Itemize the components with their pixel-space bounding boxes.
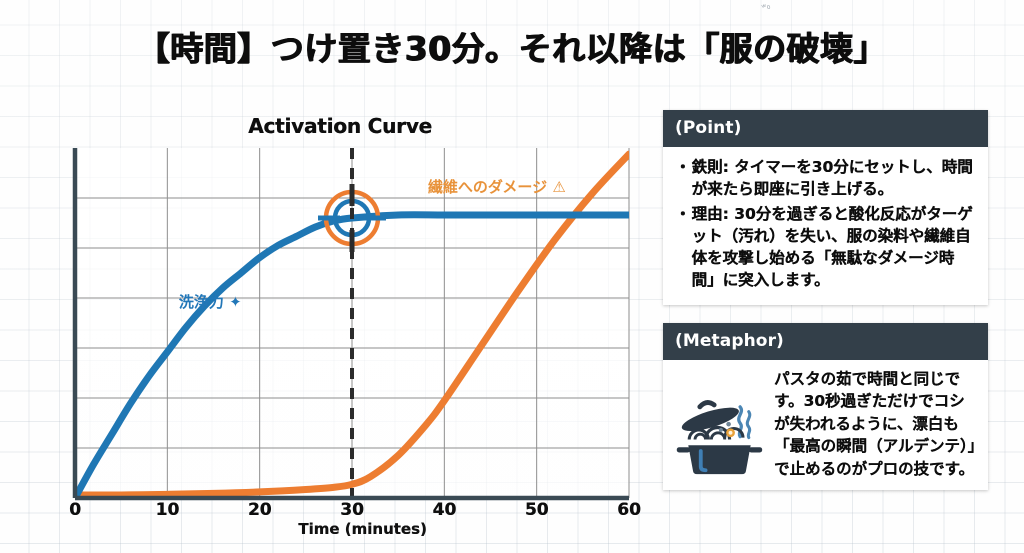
metaphor-card-header: (Metaphor) bbox=[663, 323, 988, 360]
x-tick-50: 50 bbox=[524, 500, 549, 520]
vertical-gridlines bbox=[166, 148, 630, 498]
series-label-cleaning-power: 洗浄力 ✦ bbox=[178, 292, 242, 311]
point-bullet-1: ・ 鉄則: タイマーを30分にセットし、時間が来たら即座に引き上げる。 bbox=[675, 156, 976, 200]
series-line-fiber-damage bbox=[75, 150, 629, 498]
x-tick-40: 40 bbox=[432, 500, 457, 520]
chart-title: Activation Curve bbox=[248, 114, 432, 138]
point-bullet-2: ・ 理由: 30分を過ぎると酸化反応がターゲット（汚れ）を失い、服の染料や繊維自… bbox=[675, 203, 976, 291]
series-line-cleaning-power bbox=[75, 211, 629, 498]
activation-curve-chart: Activation Curve bbox=[30, 108, 650, 548]
x-tick-20: 20 bbox=[247, 500, 272, 520]
x-tick-60: 60 bbox=[617, 500, 641, 520]
metaphor-card: (Metaphor) bbox=[663, 323, 988, 491]
pasta-pot-icon bbox=[676, 400, 763, 475]
point-card: (Point) ・ 鉄則: タイマーを30分にセットし、時間が来たら即座に引き上… bbox=[663, 110, 988, 305]
metaphor-card-body: パスタの茹で時間と同じです。30秒過ぎただけでコシが失われるように、漂白も「最高… bbox=[663, 360, 988, 490]
x-tick-30: 30 bbox=[340, 500, 364, 520]
page-title: 【時間】つけ置き30分。それ以降は「服の破壊」 bbox=[136, 29, 888, 68]
bullet-marker: ・ bbox=[675, 205, 691, 223]
bullet-text: 理由: 30分を過ぎると酸化反応がターゲット（汚れ）を失い、服の染料や繊維自体を… bbox=[691, 205, 973, 289]
bullet-marker: ・ bbox=[675, 158, 691, 176]
x-tick-10: 10 bbox=[155, 500, 180, 520]
chart-plot-svg bbox=[72, 148, 630, 501]
bullet-text: 鉄則: タイマーを30分にセットし、時間が来たら即座に引き上げる。 bbox=[691, 158, 973, 198]
point-card-header: (Point) bbox=[663, 110, 988, 147]
series-label-fiber-damage: 繊維へのダメージ ⚠ bbox=[427, 177, 566, 196]
intersection-crosshair-marker bbox=[318, 184, 386, 252]
metaphor-text: パスタの茹で時間と同じです。30秒過ぎただけでコシが失われるように、漂白も「最高… bbox=[774, 370, 976, 478]
point-card-body: ・ 鉄則: タイマーを30分にセットし、時間が来たら即座に引き上げる。 ・ 理由… bbox=[663, 147, 988, 305]
info-panel: (Point) ・ 鉄則: タイマーを30分にセットし、時間が来たら即座に引き上… bbox=[663, 110, 988, 508]
x-axis-title: Time (minutes) bbox=[298, 520, 427, 538]
x-tick-0: 0 bbox=[69, 500, 81, 520]
